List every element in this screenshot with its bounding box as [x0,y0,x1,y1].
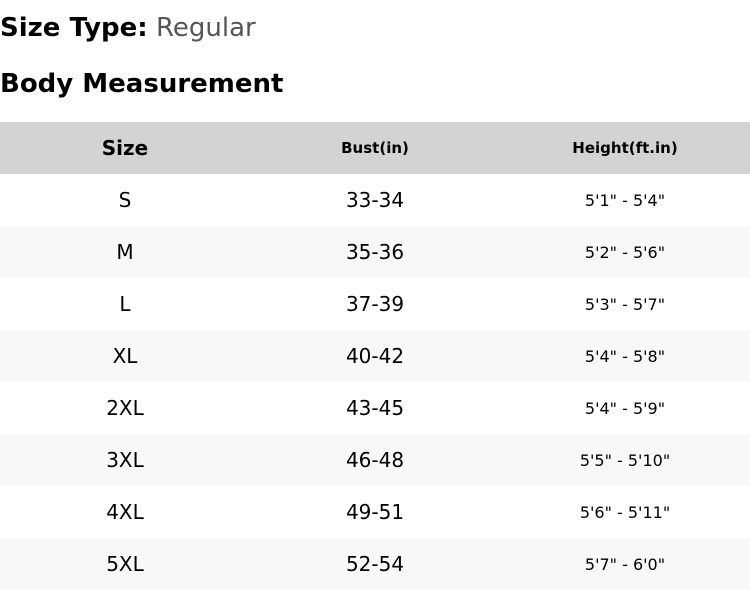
cell-bust: 43-45 [345,396,405,420]
cell-size: XL [112,344,138,368]
cell-height: 5'6" - 5'11" [579,502,671,522]
table-row: M 35-36 5'2" - 5'6" [0,226,750,278]
cell-bust: 52-54 [345,552,405,576]
cell-size: S [118,188,132,212]
cell-bust: 33-34 [345,188,405,212]
cell-bust: 37-39 [345,292,405,316]
cell-bust: 49-51 [345,500,405,524]
cell-bust: 40-42 [345,344,405,368]
cell-bust: 35-36 [345,240,405,264]
table-row: 4XL 49-51 5'6" - 5'11" [0,486,750,538]
size-type-value: Regular [155,13,256,43]
cell-size: M [116,240,134,264]
size-chart-table: Size Bust(in) Height(ft.in) S 33-34 5'1" -… [0,122,750,590]
size-type: Size Type: Regular [0,12,256,44]
cell-height: 5'2" - 5'6" [584,242,666,262]
table-row: 3XL 46-48 5'5" - 5'10" [0,434,750,486]
cell-height: 5'1" - 5'4" [584,190,666,210]
table-row: 2XL 43-45 5'4" - 5'9" [0,382,750,434]
cell-height: 5'7" - 6'0" [584,554,666,574]
cell-height: 5'4" - 5'9" [584,398,666,418]
cell-size: L [119,292,131,316]
table-header-row: Size Bust(in) Height(ft.in) [0,122,750,174]
table-row: 5XL 52-54 5'7" - 6'0" [0,538,750,590]
cell-bust: 46-48 [345,448,405,472]
cell-size: 5XL [106,552,144,576]
table-row: L 37-39 5'3" - 5'7" [0,278,750,330]
cell-height: 5'4" - 5'8" [584,346,666,366]
header-bust: Bust(in) [341,139,409,157]
size-type-label: Size Type: [0,13,148,43]
header-height: Height(ft.in) [572,139,678,157]
cell-height: 5'5" - 5'10" [579,450,671,470]
cell-height: 5'3" - 5'7" [584,294,666,314]
cell-size: 2XL [106,396,144,420]
table-row: XL 40-42 5'4" - 5'8" [0,330,750,382]
table-row: S 33-34 5'1" - 5'4" [0,174,750,226]
section-heading: Body Measurement [0,69,284,99]
header-size: Size [101,136,149,160]
cell-size: 3XL [106,448,144,472]
cell-size: 4XL [106,500,144,524]
